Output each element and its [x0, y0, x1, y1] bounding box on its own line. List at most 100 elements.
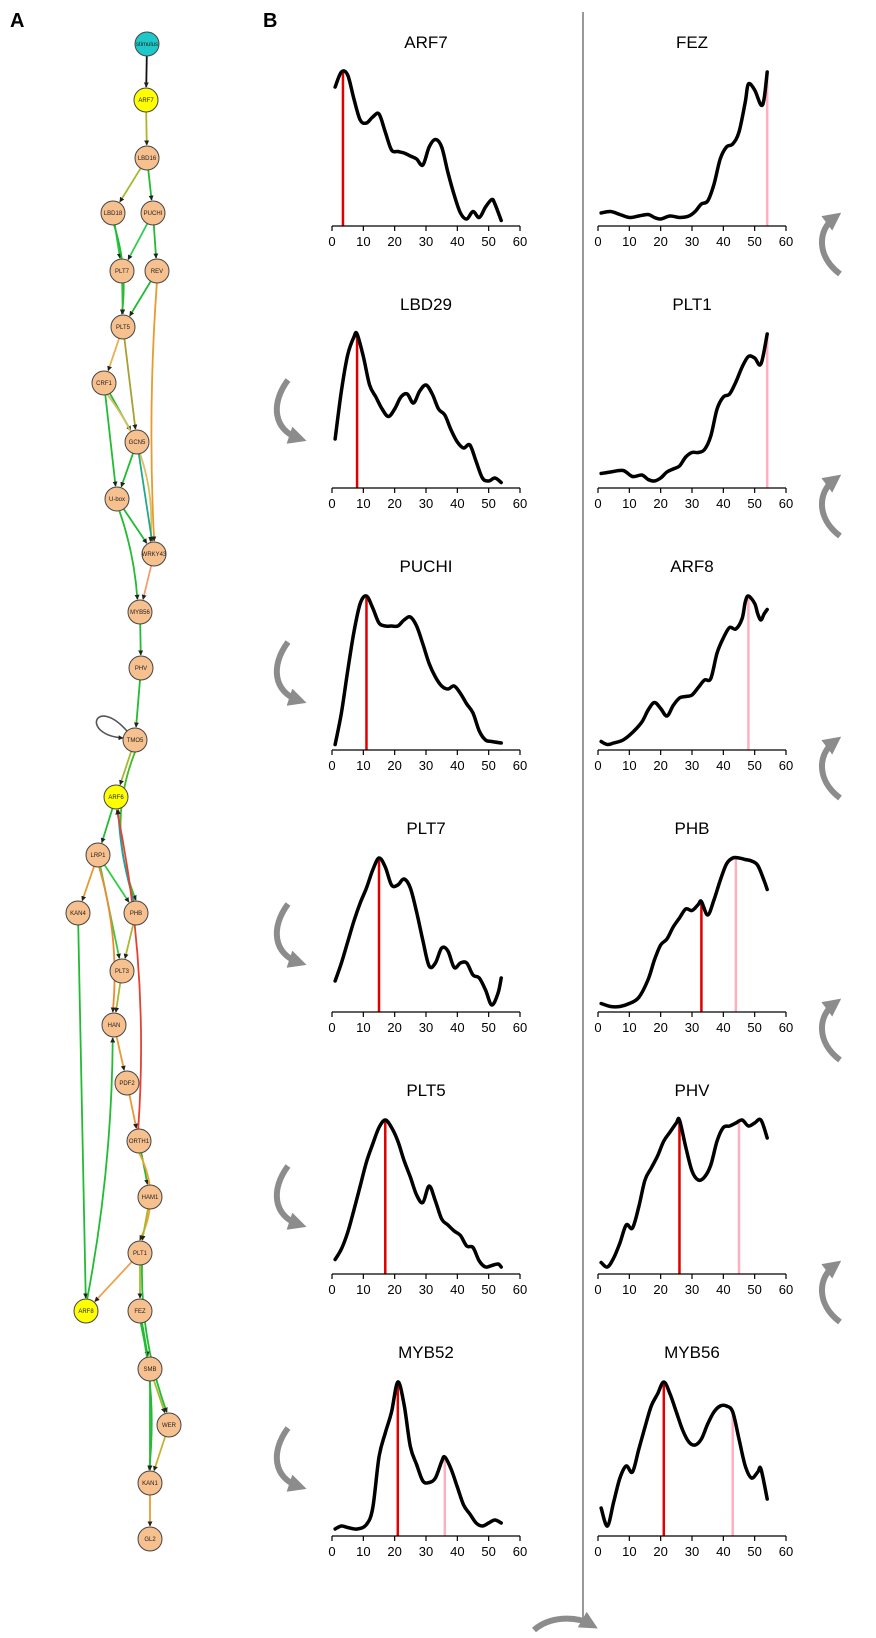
- node-lbd16[interactable]: LBD16: [134, 145, 160, 171]
- node-rev[interactable]: REV: [144, 258, 170, 284]
- node-phv[interactable]: PHV: [128, 655, 154, 681]
- node-lrp1[interactable]: LRP1: [85, 842, 111, 868]
- x-tick-label: 60: [513, 1544, 527, 1559]
- node-tmo5[interactable]: TMO5: [122, 727, 148, 753]
- node-ham1[interactable]: HAM1: [137, 1184, 163, 1210]
- node-smb[interactable]: SMB: [137, 1356, 163, 1382]
- node-kan1[interactable]: KAN1: [137, 1470, 163, 1496]
- edge-stimulus-to-arf7: [143, 55, 149, 88]
- node-kan4[interactable]: KAN4: [65, 900, 91, 926]
- node-circle: [133, 87, 159, 113]
- node-crf1[interactable]: CRF1: [91, 370, 117, 396]
- profile-title: PUCHI: [400, 557, 453, 576]
- edge-arf7-to-lbd16: [144, 111, 150, 146]
- node-circle: [91, 370, 117, 396]
- x-tick-label: 60: [513, 1020, 527, 1035]
- node-plt5[interactable]: PLT5: [110, 314, 136, 340]
- x-tick-label: 10: [356, 1020, 370, 1035]
- edge-plt5-to-gcn5: [123, 338, 138, 430]
- x-tick-label: 40: [716, 1282, 730, 1297]
- x-tick-label: 20: [387, 758, 401, 773]
- x-tick-label: 30: [419, 1020, 433, 1035]
- x-tick-label: 0: [594, 1544, 601, 1559]
- edge-rev-to-wrky43: [150, 282, 158, 542]
- x-tick-label: 50: [747, 234, 761, 249]
- rotation-arrow-left: [273, 378, 307, 444]
- profile-curve: [333, 594, 503, 747]
- node-label: GL2: [144, 1537, 156, 1543]
- edge-lrp1-to-phb: [103, 864, 130, 903]
- node-wer[interactable]: WER: [156, 1412, 182, 1438]
- node-label: REV: [151, 269, 163, 275]
- node-fez[interactable]: FEZ: [127, 1298, 153, 1324]
- x-tick-label: 10: [622, 496, 636, 511]
- panel-a-label: A: [10, 10, 24, 32]
- node-arf6[interactable]: ARF6: [103, 784, 129, 810]
- x-tick-label: 30: [685, 1544, 699, 1559]
- profile-title: PHB: [675, 819, 710, 838]
- x-tick-label: 10: [622, 1544, 636, 1559]
- node-plt1[interactable]: PLT1: [127, 1240, 153, 1266]
- node-phb[interactable]: PHB: [123, 900, 149, 926]
- x-tick-label: 50: [481, 1282, 495, 1297]
- edge-lrp1-to-kan4: [81, 866, 95, 902]
- x-tick-label: 20: [653, 1020, 667, 1035]
- node-stimulus[interactable]: stimulus: [134, 31, 160, 57]
- node-label: CRF1: [96, 381, 112, 387]
- x-tick-label: 50: [747, 1544, 761, 1559]
- profile-arf8: ARF8 0 10 20 30 40 50 60: [594, 557, 793, 773]
- node-arf8[interactable]: ARF8: [73, 1298, 99, 1324]
- x-tick-label: 60: [779, 234, 793, 249]
- node-wrky43[interactable]: WRKY43: [141, 541, 167, 567]
- node-circle: [124, 429, 150, 455]
- node-gl2[interactable]: GL2: [137, 1526, 163, 1552]
- node-arf7[interactable]: ARF7: [133, 87, 159, 113]
- x-tick-label: 10: [622, 1282, 636, 1297]
- network-nodes: stimulus ARF7 LBD16 LBD18 PUCHI PLT7 REV PLT5 CR…: [65, 31, 182, 1552]
- edge-puchi-to-rev: [152, 224, 159, 259]
- node-circle: [109, 958, 135, 984]
- x-tick-label: 50: [747, 758, 761, 773]
- node-label: ARF8: [78, 1309, 94, 1315]
- node-label: PLT7: [115, 269, 130, 275]
- node-myb56[interactable]: MYB56: [127, 599, 153, 625]
- node-han[interactable]: HAN: [101, 1012, 127, 1038]
- x-tick-label: 60: [513, 496, 527, 511]
- x-tick-label: 50: [481, 234, 495, 249]
- edge-phb-to-plt3: [123, 924, 135, 959]
- node-circle: [73, 1298, 99, 1324]
- node-u-box[interactable]: U-box: [104, 486, 130, 512]
- x-tick-label: 40: [450, 1544, 464, 1559]
- node-lbd18[interactable]: LBD18: [100, 200, 126, 226]
- x-tick-label: 20: [653, 758, 667, 773]
- x-tick-label: 40: [450, 1020, 464, 1035]
- profile-curve: [333, 1118, 503, 1269]
- node-circle: [123, 900, 149, 926]
- node-plt3[interactable]: PLT3: [109, 958, 135, 984]
- node-label: PHB: [130, 911, 142, 917]
- edge-crf1-to-u-box: [104, 394, 118, 487]
- node-pdf2[interactable]: PDF2: [114, 1070, 140, 1096]
- node-orth1[interactable]: ORTH1: [126, 1128, 152, 1154]
- x-tick-label: 50: [481, 496, 495, 511]
- x-tick-label: 60: [513, 234, 527, 249]
- profile-title: ARF7: [404, 33, 447, 52]
- node-plt7[interactable]: PLT7: [109, 258, 135, 284]
- x-tick-label: 40: [716, 1544, 730, 1559]
- node-gcn5[interactable]: GCN5: [124, 429, 150, 455]
- x-tick-label: 60: [779, 758, 793, 773]
- x-tick-label: 60: [513, 758, 527, 773]
- x-tick-label: 40: [450, 496, 464, 511]
- edge-wer-to-kan1: [153, 1436, 167, 1472]
- node-label: ORTH1: [129, 1139, 150, 1145]
- x-tick-label: 20: [387, 1282, 401, 1297]
- x-tick-label: 10: [356, 496, 370, 511]
- edge-gcn5-to-u-box: [120, 453, 134, 488]
- edge-ham1-to-plt1: [140, 1208, 149, 1241]
- edge-phv-to-tmo5: [133, 679, 141, 728]
- profile-curve: [333, 69, 503, 223]
- node-label: SMB: [143, 1367, 156, 1373]
- edge-tmo5-to-tmo5: [95, 715, 128, 741]
- node-puchi[interactable]: PUCHI: [140, 200, 166, 226]
